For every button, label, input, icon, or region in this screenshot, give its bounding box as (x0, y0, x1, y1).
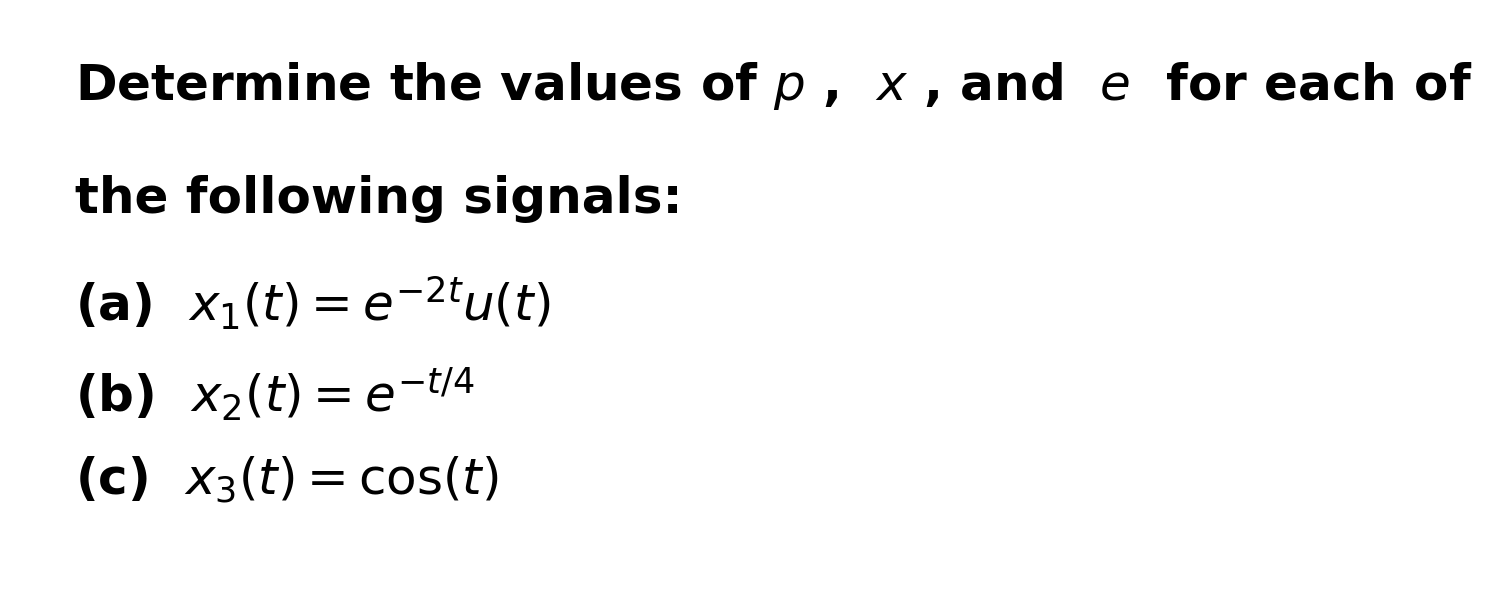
Text: the following signals:: the following signals: (75, 175, 682, 223)
Text: (a)  $x_1(t) = e^{-2t}u(t)$: (a) $x_1(t) = e^{-2t}u(t)$ (75, 275, 550, 332)
Text: (b)  $x_2(t) = e^{-t/4}$: (b) $x_2(t) = e^{-t/4}$ (75, 365, 476, 423)
Text: Determine the values of $p$ ,  $x$ , and  $e$  for each of: Determine the values of $p$ , $x$ , and … (75, 60, 1473, 112)
Text: (c)  $x_3(t) = \cos(t)$: (c) $x_3(t) = \cos(t)$ (75, 455, 500, 506)
